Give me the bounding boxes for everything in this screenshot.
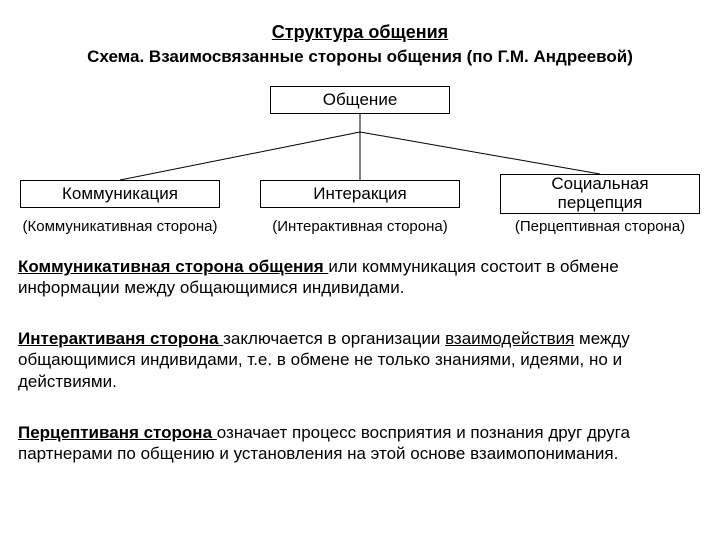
page-subtitle: Схема. Взаимосвязанные стороны общения (…: [0, 47, 720, 67]
page-title: Структура общения: [0, 22, 720, 43]
node-communication: Коммуникация: [20, 180, 220, 208]
caption-perception: (Перцептивная сторона): [480, 218, 720, 235]
node-interaction: Интеракция: [260, 180, 460, 208]
page-root: { "title": "Структура общения", "subtitl…: [0, 0, 720, 540]
paragraph-1: Коммуникативная сторона общения или комм…: [18, 256, 702, 299]
text-2a: заключается в организации: [223, 329, 445, 348]
caption-communication: (Коммуникативная сторона): [0, 218, 240, 235]
underlined-word-2: взаимодействия: [445, 329, 574, 348]
caption-interaction: (Интерактивная сторона): [240, 218, 480, 235]
term-1: Коммуникативная сторона общения: [18, 257, 328, 276]
term-2: Интерактиваня сторона: [18, 329, 223, 348]
node-root: Общение: [270, 86, 450, 114]
paragraph-3: Перцептиваня сторона означает процесс во…: [18, 422, 702, 465]
paragraph-2: Интерактиваня сторона заключается в орга…: [18, 328, 702, 392]
term-3: Перцептиваня сторона: [18, 423, 217, 442]
node-perception: Социальная перцепция: [500, 174, 700, 214]
